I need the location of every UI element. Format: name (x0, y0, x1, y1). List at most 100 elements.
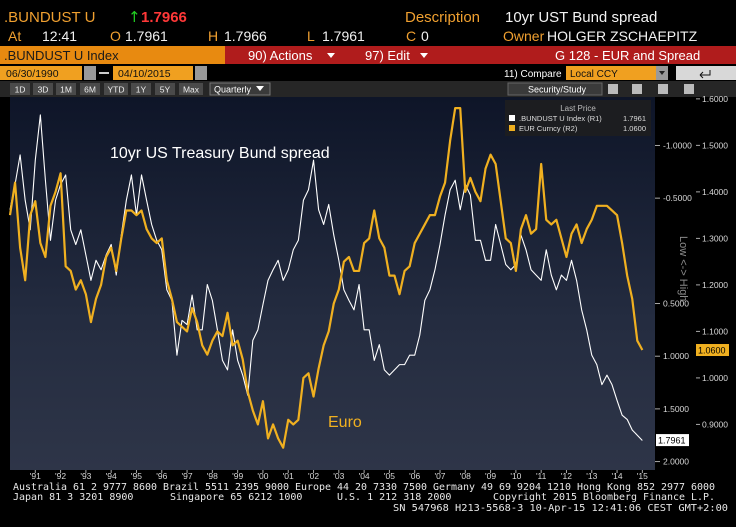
footer-singapore: Singapore 65 6212 1000 (170, 492, 302, 503)
x-tick-label: '15 (637, 471, 648, 481)
period-button[interactable] (155, 83, 175, 95)
frequency: Quarterly (214, 85, 252, 95)
tool-icon[interactable] (632, 84, 642, 94)
period-button[interactable] (131, 83, 151, 95)
last-value-tag (656, 434, 689, 447)
footer-japan: Japan 81 3 3201 8900 (13, 492, 133, 503)
x-tick-label: '93 (80, 471, 91, 481)
x-tick-label: '98 (207, 471, 218, 481)
tool-icon[interactable] (684, 84, 694, 94)
x-tick-label: '92 (55, 471, 66, 481)
at-label: At (8, 28, 21, 44)
low-label: L (307, 28, 315, 44)
last-price: 1.7966 (141, 9, 187, 26)
y2-tick-label: 1.5000 (702, 140, 728, 150)
x-tick-label: '09 (485, 471, 496, 481)
period-label: Max (183, 85, 200, 95)
footer-session: SN 547968 H213-5568-3 10-Apr-15 12:41:06… (393, 503, 728, 514)
owner-label: Owner (503, 28, 545, 44)
calendar-button[interactable] (195, 66, 207, 80)
y-tick-label: 0.5000 (663, 299, 689, 309)
security-field[interactable] (0, 46, 225, 64)
period-label: 1D (15, 85, 26, 95)
footer-copyright: Copyright 2015 Bloomberg Finance L.P. (493, 492, 715, 503)
back-icon (699, 70, 711, 79)
currency-field[interactable] (566, 66, 656, 80)
low: 1.7961 (322, 28, 365, 44)
frequency-dropdown[interactable] (209, 82, 271, 96)
last-value-tag (696, 344, 729, 357)
page-label: G 128 - EUR and Spread (555, 48, 700, 63)
footer-us: U.S. 1 212 318 2000 (337, 492, 451, 503)
legend (505, 100, 651, 136)
legend-swatch (509, 115, 515, 121)
dropdown-icon (256, 86, 264, 91)
x-tick-label: '05 (384, 471, 395, 481)
x-tick-label: '06 (409, 471, 420, 481)
legend-value: 1.0600 (623, 124, 646, 133)
calendar-button[interactable] (84, 66, 96, 80)
x-tick-label: '13 (586, 471, 597, 481)
x-tick-label: '96 (156, 471, 167, 481)
x-tick-label: '00 (257, 471, 268, 481)
tool-icon[interactable] (608, 84, 618, 94)
period-button[interactable] (80, 83, 100, 95)
legend-swatch (509, 125, 515, 131)
menu-bar (225, 46, 736, 64)
x-tick-label: '99 (232, 471, 243, 481)
y-tick-label: 2.0000 (663, 457, 689, 467)
study-button[interactable] (507, 82, 603, 96)
y2-tick-label: 1.2000 (702, 280, 728, 290)
back-button[interactable] (676, 66, 736, 80)
x-tick-label: '12 (561, 471, 572, 481)
y2-tick-label: 1.4000 (702, 187, 728, 197)
x-tick-label: '04 (359, 471, 370, 481)
high-label: H (208, 28, 218, 44)
edit-label: 97) Edit (365, 48, 410, 63)
security: .BUNDUST U Index (4, 48, 119, 63)
x-tick-label: '10 (510, 471, 521, 481)
compare-button[interactable]: 11) Compare (504, 69, 562, 80)
currency: Local CCY (570, 69, 618, 80)
open-label: O (110, 28, 121, 44)
close: 0 (421, 28, 429, 44)
study: Security/Study (528, 85, 587, 95)
period-button[interactable] (10, 83, 30, 95)
y-tick-label: 1.0000 (663, 351, 689, 361)
start-date-field[interactable] (0, 66, 82, 80)
period-label: 1Y (136, 85, 147, 95)
period-label: 1M (60, 85, 72, 95)
y2-tick-label: 1.3000 (702, 233, 728, 243)
period-button[interactable] (179, 83, 203, 95)
x-tick-label: '01 (283, 471, 294, 481)
open: 1.7961 (125, 28, 168, 44)
y-tick-label: 1.5000 (663, 404, 689, 414)
period-button[interactable] (33, 83, 53, 95)
x-axis-band (10, 470, 655, 482)
x-tick-label: '95 (131, 471, 142, 481)
series-line (8, 107, 644, 449)
last-value-label: 1.7961 (658, 436, 686, 446)
end-date-field[interactable] (113, 66, 193, 80)
date-separator (99, 72, 109, 74)
edit-menu[interactable]: 97) Edit (365, 48, 428, 63)
change-arrow: ↑ (128, 8, 141, 26)
tool-icon[interactable] (658, 84, 668, 94)
actions-menu[interactable]: 90) Actions (248, 48, 335, 63)
period-label: 5Y (160, 85, 171, 95)
y-tick-label: -1.0000 (663, 140, 692, 150)
actions-label: 90) Actions (248, 48, 313, 63)
start-date: 06/30/1990 (6, 68, 59, 80)
description-label: Description (405, 9, 480, 26)
end-date: 04/10/2015 (118, 68, 171, 80)
period-button[interactable] (56, 83, 76, 95)
x-tick-label: '14 (612, 471, 623, 481)
period-label: YTD (108, 85, 125, 95)
y2-tick-label: 1.0000 (702, 373, 728, 383)
plot-area (10, 97, 655, 470)
legend-label: .BUNDUST U Index (R1) (519, 114, 602, 123)
period-button[interactable] (104, 83, 128, 95)
x-tick-label: '94 (106, 471, 117, 481)
ticker: .BUNDUST U (4, 9, 95, 26)
last-value-label: 1.0600 (698, 346, 726, 356)
